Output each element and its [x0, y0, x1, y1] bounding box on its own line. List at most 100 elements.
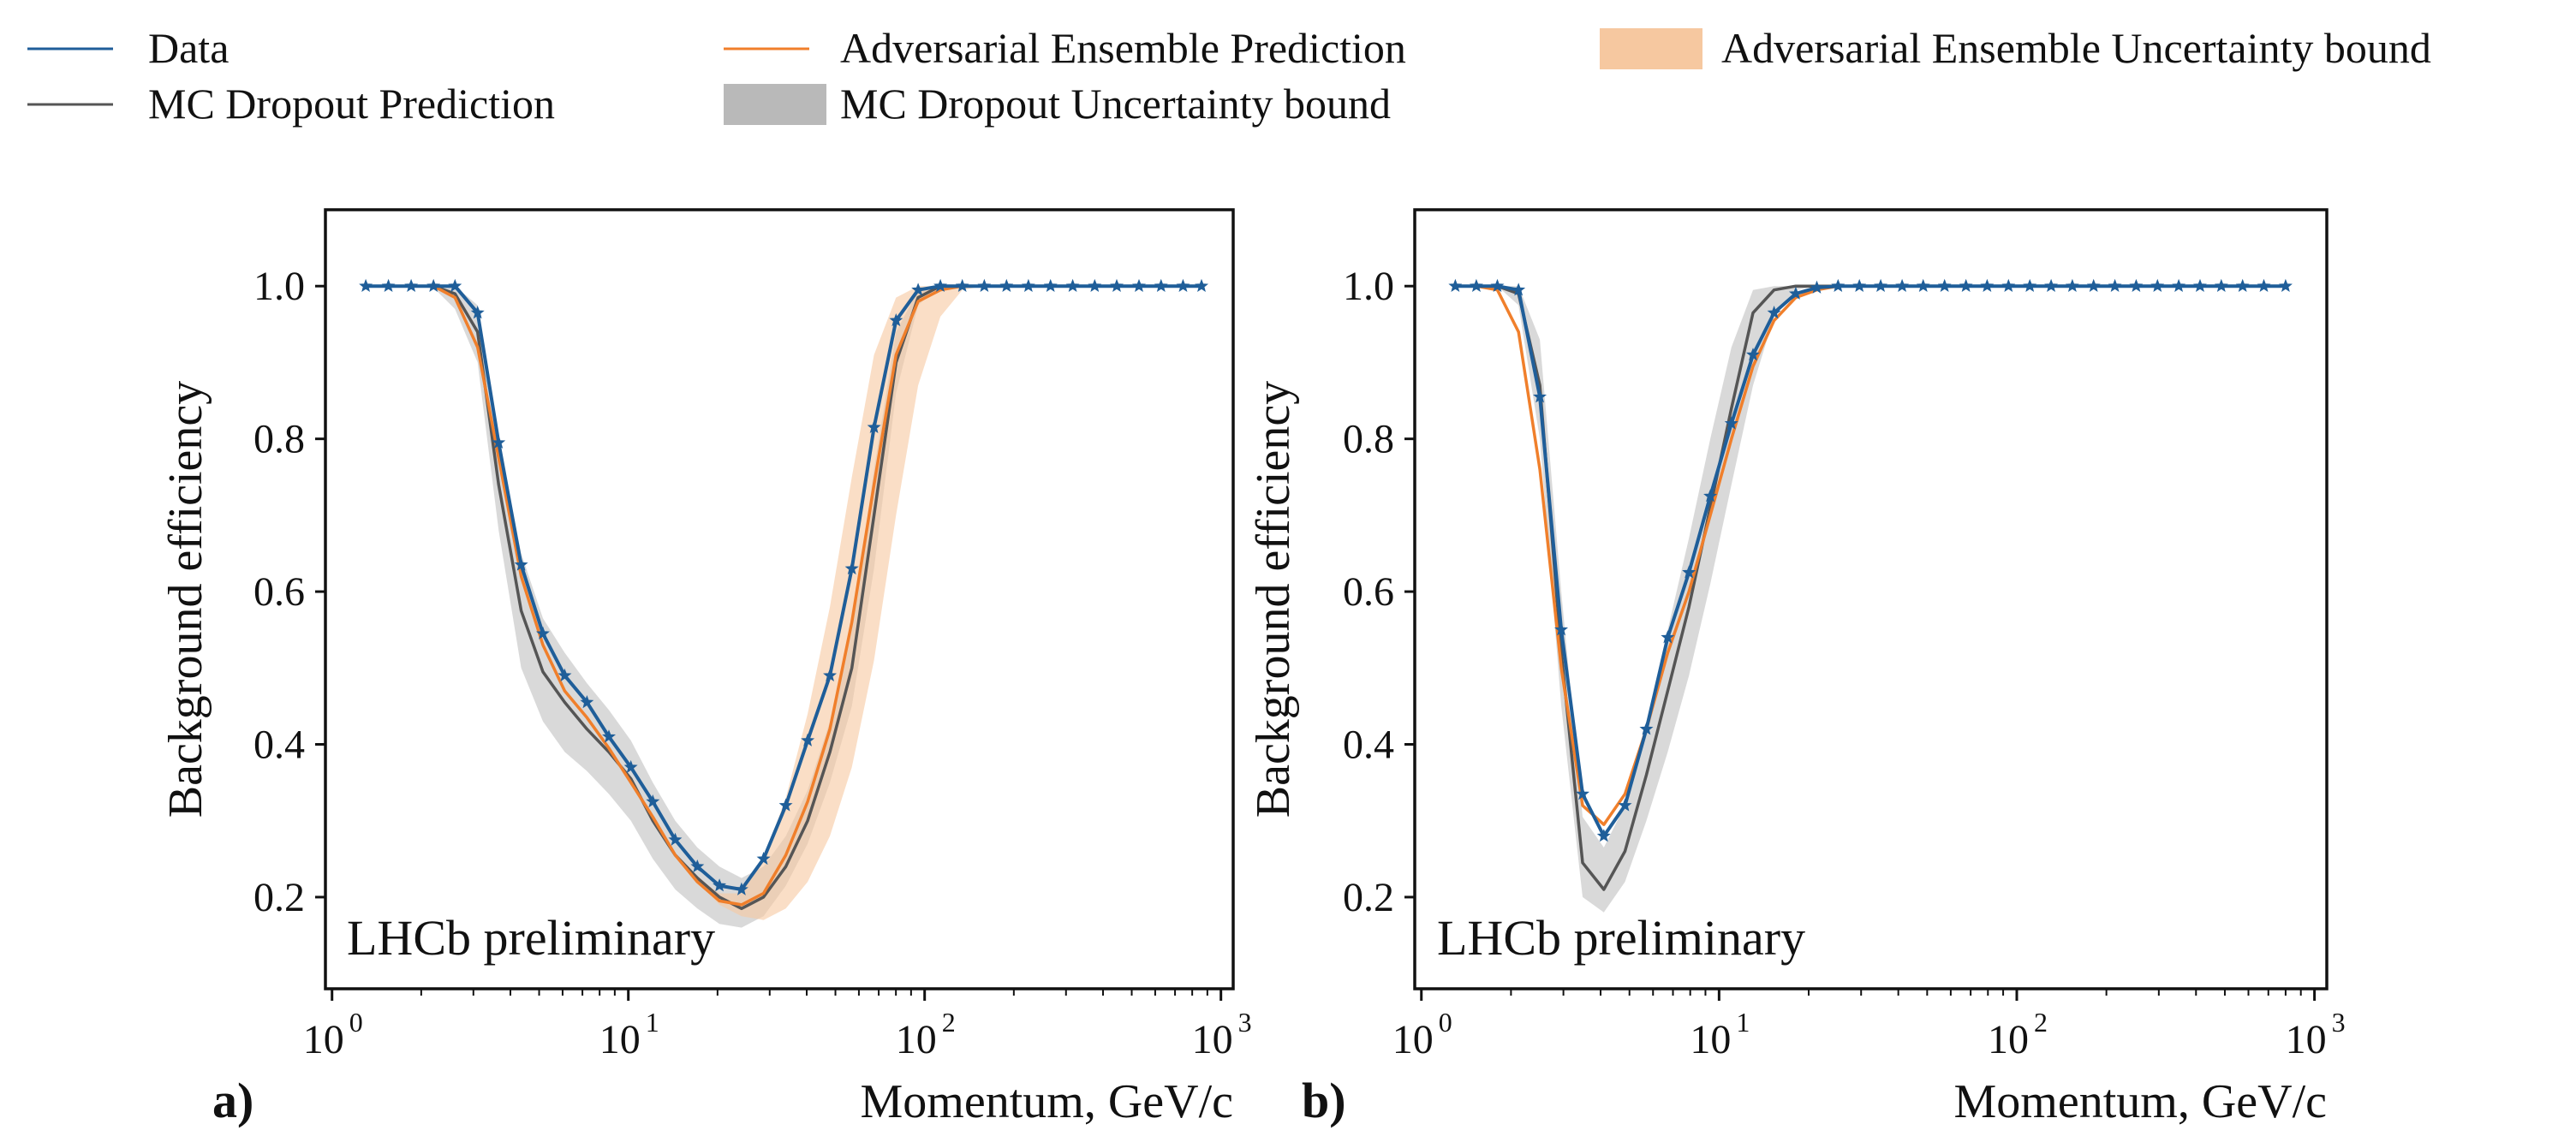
data-point-b	[2257, 278, 2271, 293]
data-point-a	[1043, 278, 1058, 293]
data-point-b	[1959, 278, 1973, 293]
data-point-b	[1618, 798, 1632, 812]
legend-swatch-ensemble-band	[1600, 28, 1702, 69]
data-point-a	[1110, 278, 1124, 293]
legend-entry-ensemble-band: Adversarial Ensemble Uncertainty bound	[1600, 24, 2431, 72]
data-point-b	[1448, 278, 1463, 293]
data-point-a	[404, 278, 419, 293]
data-point-a	[359, 278, 373, 293]
ticks-a: 0.20.40.60.81.010 0 10 1 10 2 10 3	[253, 264, 1252, 1062]
x-tick-label-b: 10	[2286, 1017, 2327, 1062]
data-point-a	[801, 733, 815, 746]
data-point-b	[1703, 489, 1718, 503]
legend: Data Adversarial Ensemble Prediction Adv…	[27, 24, 2431, 128]
data-point-b	[1831, 278, 1846, 293]
data-point-a	[999, 278, 1014, 293]
data-point-b	[1767, 305, 1781, 319]
plot-area-a	[359, 278, 1209, 928]
data-point-b	[1469, 278, 1483, 293]
data-point-a	[977, 278, 992, 293]
panel-label-a: a)	[212, 1073, 253, 1128]
data-point-a	[933, 278, 948, 293]
legend-entry-ensemble: Adversarial Ensemble Prediction	[724, 24, 1406, 72]
data-point-b	[1874, 278, 1888, 293]
data-point-b	[1810, 280, 1824, 294]
data-point-b	[2235, 278, 2250, 293]
data-point-a	[1176, 278, 1190, 293]
data-point-b	[2172, 278, 2186, 293]
data-point-a	[955, 278, 969, 293]
data-point-b	[2278, 278, 2293, 293]
legend-label-dropout-band: MC Dropout Uncertainty bound	[840, 80, 1391, 128]
data-point-b	[2065, 278, 2079, 293]
x-tick-label-b: 10	[1392, 1017, 1434, 1062]
legend-entry-data: Data	[27, 24, 229, 72]
data-point-a	[778, 798, 793, 812]
data-line-b	[1455, 284, 2286, 838]
data-point-b	[1895, 278, 1910, 293]
data-point-b	[1937, 278, 1952, 293]
data-point-b	[1554, 622, 1569, 636]
data-point-a	[514, 557, 528, 571]
y-tick-label-a: 1.0	[253, 264, 305, 309]
data-point-b	[1852, 278, 1867, 293]
xlabel-b: Momentum, GeV/c	[1954, 1075, 2327, 1128]
legend-swatch-dropout-band	[724, 84, 826, 125]
data-point-b	[1490, 278, 1505, 293]
y-tick-label-b: 0.4	[1343, 723, 1394, 768]
data-point-b	[1916, 278, 1930, 293]
data-point-b	[2192, 278, 2207, 293]
ylabel-a: Background efficiency	[159, 381, 212, 818]
x-tick-exponent-a: 2	[942, 1007, 956, 1038]
x-tick-exponent-b: 0	[1439, 1007, 1452, 1038]
data-point-a	[470, 305, 485, 319]
data-point-b	[1682, 565, 1696, 579]
data-point-a	[381, 278, 396, 293]
data-point-a	[535, 626, 550, 639]
plot-area-b	[1448, 278, 2293, 913]
y-tick-label-b: 1.0	[1343, 264, 1394, 309]
data-point-a	[558, 668, 572, 682]
data-point-b	[2023, 278, 2037, 293]
legend-label-ensemble: Adversarial Ensemble Prediction	[840, 24, 1406, 72]
x-tick-label-b: 10	[1690, 1017, 1731, 1062]
axes-frame-a	[324, 208, 1235, 990]
data-point-b	[1596, 829, 1611, 842]
x-tick-exponent-b: 2	[2034, 1007, 2048, 1038]
data-point-b	[1512, 283, 1526, 296]
data-point-a	[580, 694, 594, 709]
y-tick-label-b: 0.6	[1343, 569, 1394, 615]
x-tick-label-a: 10	[1192, 1017, 1233, 1062]
data-point-b	[2129, 278, 2144, 293]
y-tick-label-a: 0.8	[253, 417, 305, 462]
x-tick-exponent-b: 3	[2332, 1007, 2346, 1038]
data-point-a	[690, 859, 705, 873]
data-line-a	[366, 284, 1202, 891]
ticks-b: 0.20.40.60.81.010 0 10 1 10 2 10 3	[1343, 264, 2346, 1062]
data-point-b	[1533, 390, 1547, 403]
x-tick-exponent-a: 3	[1238, 1007, 1252, 1038]
panel-a: 0.20.40.60.81.010 0 10 1 10 2 10 3 Background e…	[159, 208, 1252, 1128]
data-point-a	[426, 278, 441, 293]
x-tick-exponent-b: 1	[1736, 1007, 1750, 1038]
data-point-a	[1088, 278, 1102, 293]
legend-label-ensemble-band: Adversarial Ensemble Uncertainty bound	[1721, 24, 2431, 72]
x-tick-exponent-a: 0	[349, 1007, 363, 1038]
xlabel-a: Momentum, GeV/c	[861, 1075, 1233, 1128]
y-tick-label-b: 0.8	[1343, 417, 1394, 462]
data-point-b	[2150, 278, 2165, 293]
data-point-b	[1576, 787, 1590, 800]
data-point-b	[2108, 278, 2122, 293]
data-point-a	[602, 729, 617, 743]
x-tick-exponent-a: 1	[646, 1007, 659, 1038]
data-point-a	[668, 832, 683, 846]
y-tick-label-a: 0.2	[253, 875, 305, 920]
data-point-a	[713, 878, 727, 892]
data-point-a	[646, 794, 660, 808]
data-point-a	[823, 668, 838, 682]
x-tick-label-a: 10	[896, 1017, 937, 1062]
dropout-band-area-b	[1455, 286, 2286, 913]
data-point-a	[448, 278, 462, 293]
data-point-a	[1154, 278, 1168, 293]
